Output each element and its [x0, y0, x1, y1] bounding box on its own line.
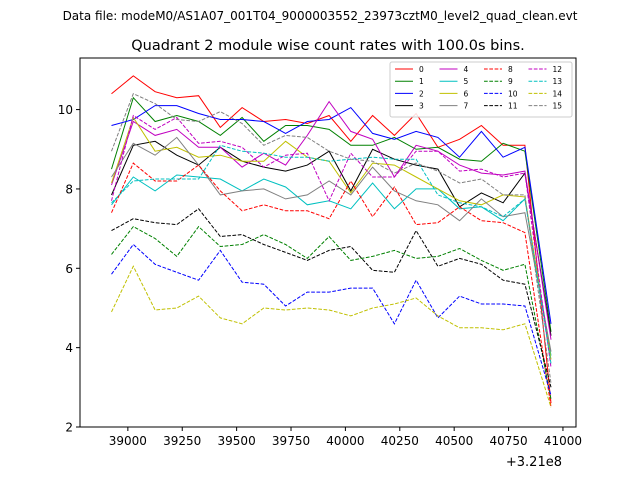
x-tick-label: 39250	[163, 434, 201, 448]
y-tick-label: 2	[65, 421, 73, 435]
legend-label-13: 13	[553, 77, 563, 86]
series-line-8	[111, 162, 552, 408]
series-line-7	[111, 136, 552, 352]
legend-label-3: 3	[419, 102, 424, 111]
data-file-header: Data file: modeM0/AS1A07_001T04_90000035…	[63, 9, 578, 23]
legend-label-10: 10	[508, 89, 518, 98]
series-line-2	[111, 105, 552, 324]
x-tick-label: 39750	[272, 434, 310, 448]
legend-label-6: 6	[464, 89, 469, 98]
series-line-1	[111, 96, 552, 332]
x-tick-label: 40750	[489, 434, 527, 448]
legend-label-15: 15	[553, 102, 563, 111]
legend-label-14: 14	[553, 89, 563, 98]
legend-box	[389, 61, 573, 118]
legend-label-9: 9	[508, 77, 513, 86]
x-tick-label: 40000	[326, 434, 364, 448]
y-tick-label: 6	[65, 262, 73, 276]
series-line-15	[111, 93, 552, 384]
x-axis-offset-label: +3.21e8	[506, 455, 562, 470]
legend-label-11: 11	[508, 102, 518, 111]
x-tick-label: 40250	[381, 434, 419, 448]
series-line-3	[111, 140, 552, 336]
plot-area: 39000 39250 39500 39750 40000 40250 40500 40750…	[58, 57, 582, 448]
series-line-9	[111, 225, 552, 400]
legend-label-12: 12	[553, 65, 563, 74]
chart-title: Quadrant 2 module wise count rates with …	[131, 38, 525, 54]
series-line-0	[111, 75, 552, 404]
legend-label-0: 0	[419, 65, 424, 74]
legend-label-7: 7	[464, 102, 469, 111]
x-tick-label: 41000	[544, 434, 582, 448]
legend-label-4: 4	[464, 65, 469, 74]
x-tick-label: 40500	[435, 434, 473, 448]
series-line-10	[111, 243, 552, 396]
series-line-13	[111, 144, 552, 364]
axes-frame	[79, 57, 577, 428]
series-line-12	[111, 114, 552, 368]
series-line-11	[111, 208, 552, 388]
y-tick-label: 10	[58, 103, 73, 117]
legend-label-8: 8	[508, 65, 513, 74]
y-tick-label: 4	[65, 341, 73, 355]
legend-label-5: 5	[464, 77, 469, 86]
y-tick-label: 8	[65, 182, 73, 196]
x-tick-label: 39000	[109, 434, 147, 448]
legend-label-1: 1	[419, 77, 424, 86]
series-line-4	[111, 100, 552, 340]
legend-label-2: 2	[419, 89, 424, 98]
x-tick-label: 39500	[218, 434, 256, 448]
series-line-14	[111, 265, 552, 408]
